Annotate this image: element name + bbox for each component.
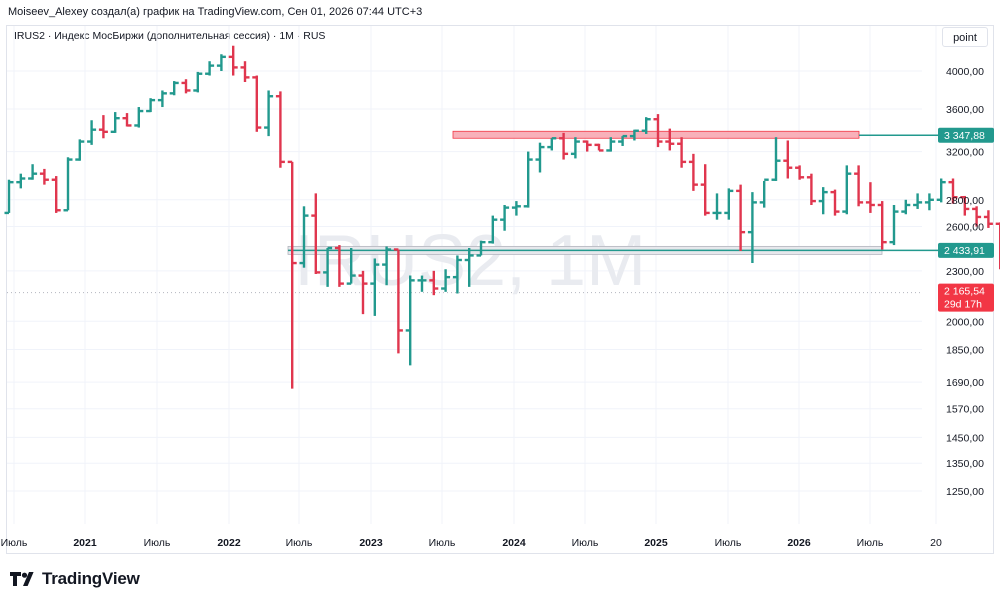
author-line: Moiseev_Alexey создал(а) график на Tradi… bbox=[8, 6, 423, 18]
chart-frame bbox=[6, 25, 994, 554]
brand-name: TradingView bbox=[42, 569, 140, 588]
tradingview-logo[interactable]: TradingView bbox=[10, 569, 140, 589]
ohlc-bar bbox=[995, 222, 1000, 270]
tradingview-logo-icon bbox=[10, 572, 34, 586]
symbol-title[interactable]: IRUS2 · Индекс МосБиржи (дополнительная … bbox=[14, 30, 326, 42]
scale-point-button[interactable]: point bbox=[942, 27, 988, 47]
